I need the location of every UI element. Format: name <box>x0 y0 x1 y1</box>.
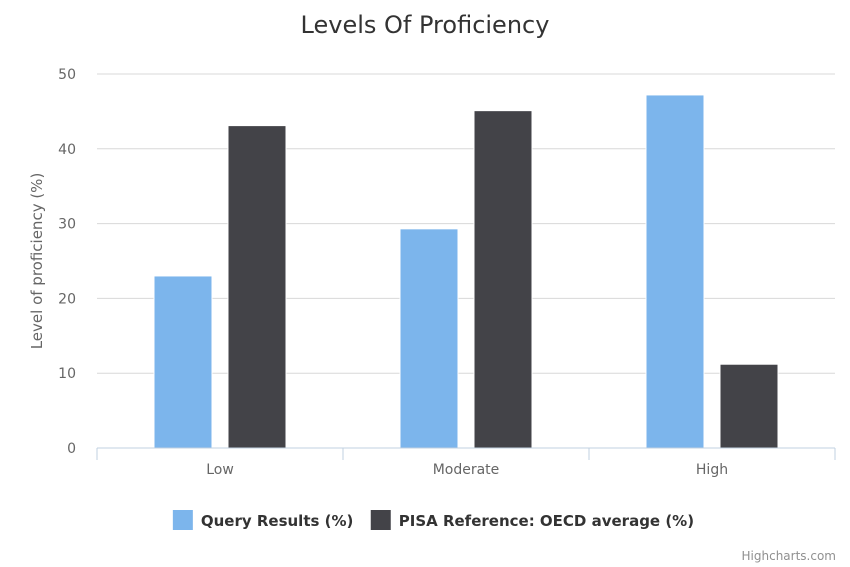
y-tick-label: 30 <box>58 217 76 233</box>
y-axis: 0 10 20 30 40 50 <box>58 67 76 457</box>
grid-lines <box>97 73 835 374</box>
x-axis: Low Moderate High <box>96 447 836 478</box>
bar[interactable] <box>153 275 213 449</box>
x-tick-label: Low <box>206 462 234 478</box>
y-axis-title: Level of proficiency (%) <box>28 173 46 350</box>
y-tick-label: 50 <box>58 67 76 83</box>
y-tick-label: 0 <box>67 441 76 457</box>
bar[interactable] <box>399 228 459 449</box>
credits-link[interactable]: Highcharts.com <box>742 549 836 563</box>
y-tick-label: 40 <box>58 142 76 158</box>
legend-label: PISA Reference: OECD average (%) <box>399 512 694 530</box>
legend-item[interactable]: Query Results (%) <box>172 510 354 530</box>
x-tick-label: High <box>696 462 728 478</box>
legend-swatch <box>172 510 193 530</box>
legend-item[interactable]: PISA Reference: OECD average (%) <box>370 510 694 530</box>
x-tick-label: Moderate <box>433 462 500 478</box>
bar[interactable] <box>645 94 705 449</box>
bar[interactable] <box>473 110 533 449</box>
legend[interactable]: Query Results (%) PISA Reference: OECD av… <box>172 510 694 530</box>
bars <box>153 94 779 449</box>
bar[interactable] <box>719 363 779 449</box>
legend-swatch <box>370 510 391 530</box>
y-tick-label: 10 <box>58 366 76 382</box>
legend-label: Query Results (%) <box>201 512 354 530</box>
bar[interactable] <box>227 125 287 449</box>
chart-title: Levels Of Proficiency <box>301 11 550 39</box>
y-tick-label: 20 <box>58 291 76 307</box>
